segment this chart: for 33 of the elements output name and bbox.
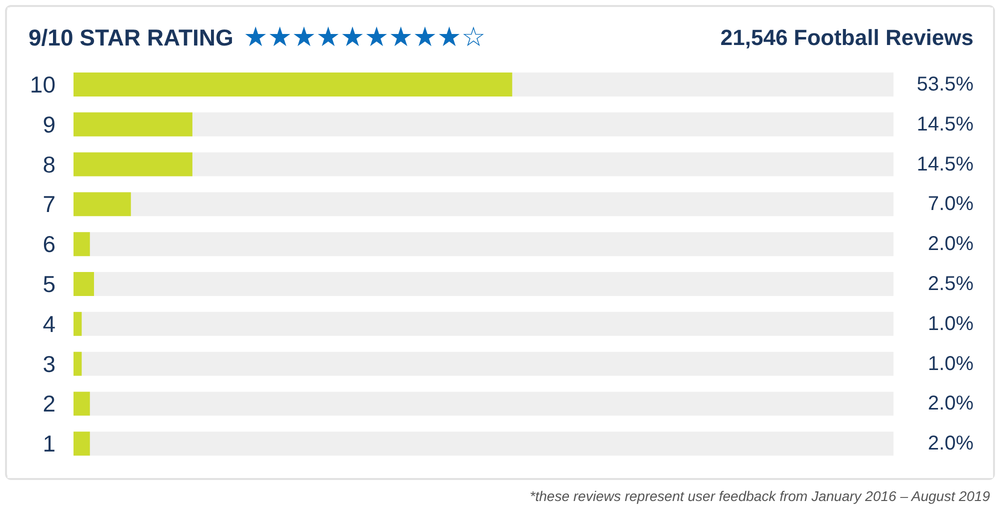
y-tick-label: 1 <box>42 430 56 457</box>
data-label: 14.5% <box>916 113 974 136</box>
y-tick-label: 5 <box>42 271 56 297</box>
data-label: 2.0% <box>928 392 974 415</box>
y-tick-label: 6 <box>42 231 56 258</box>
bar <box>74 272 94 296</box>
text: *these reviews represent user feedback from January 2016 – August 2019 <box>530 487 990 506</box>
data-label: 2.5% <box>928 273 974 295</box>
bar <box>74 392 90 416</box>
bar <box>74 432 90 456</box>
y-tick-label: 3 <box>42 350 56 377</box>
data-label: 14.5% <box>916 153 974 176</box>
data-label: 1.0% <box>928 352 974 375</box>
data-label: 2.0% <box>928 233 974 256</box>
bar <box>74 352 82 376</box>
y-tick-label: 4 <box>42 310 56 337</box>
bar <box>74 232 90 256</box>
y-tick-label: 9 <box>42 111 56 138</box>
y-tick-label: 10 <box>30 72 56 98</box>
bar <box>74 152 192 176</box>
data-label: 53.5% <box>916 74 974 96</box>
y-tick-label: 7 <box>42 191 56 218</box>
bar <box>74 112 192 136</box>
data-label: 7.0% <box>928 193 974 216</box>
data-label: 2.0% <box>928 432 974 455</box>
chart-subtitle: 21,546 Football Reviews <box>720 25 974 50</box>
chart-title: 9/10 STAR RATING <box>28 24 234 51</box>
text: ★★★★★★★★★☆ <box>244 22 486 54</box>
y-tick-label: 2 <box>42 390 56 417</box>
data-label: 1.0% <box>928 312 974 335</box>
bar <box>74 312 82 336</box>
y-tick-label: 8 <box>42 151 56 178</box>
bar <box>74 192 131 216</box>
